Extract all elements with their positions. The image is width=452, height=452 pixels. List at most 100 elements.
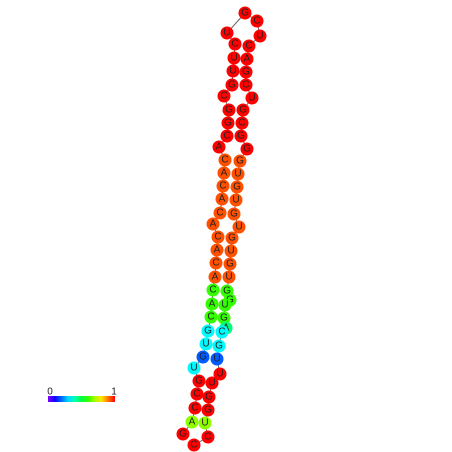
nucleotide: [225, 231, 239, 245]
nucleotide-label: G: [215, 341, 223, 352]
nucleotide-label: C: [253, 16, 260, 27]
nucleotide-label: C: [191, 403, 198, 414]
nucleotide: [224, 244, 238, 258]
nucleotide: [201, 403, 215, 417]
nucleotide: [188, 401, 202, 415]
nucleotide: [227, 51, 241, 65]
nucleotide: [204, 310, 218, 324]
nucleotide-label: G: [226, 259, 234, 270]
nucleotide: [210, 352, 224, 366]
nucleotide-label: G: [225, 105, 233, 116]
nucleotide-label: G: [204, 326, 212, 337]
nucleotide-label: C: [204, 432, 211, 443]
nucleotide: [220, 129, 234, 143]
nucleotide: [206, 217, 220, 231]
nucleotide-label: G: [226, 295, 234, 306]
nucleotide-label: U: [221, 300, 228, 311]
nucleotide-label: U: [225, 272, 232, 283]
nucleotide-label: U: [201, 418, 208, 429]
nucleotide: [210, 243, 224, 257]
nucleotide: [236, 103, 250, 117]
nucleotide: [250, 14, 264, 28]
nucleotide-label: U: [232, 195, 239, 206]
nucleotide-label: G: [243, 144, 251, 155]
nucleotide-label: A: [214, 245, 221, 256]
nucleotide-label: G: [205, 392, 213, 403]
nucleotide: [242, 39, 256, 53]
nucleotide: [192, 374, 206, 388]
nucleotide: [211, 230, 225, 244]
nucleotide: [217, 89, 231, 103]
nucleotide-label: G: [179, 429, 187, 440]
nucleotides: GACCGUGUGCACACACACACACACGGCGUUCUGCUCAGCU…: [176, 6, 267, 452]
nucleotide-label: G: [239, 105, 247, 116]
nucleotide-label: U: [202, 339, 209, 350]
nucleotide-label: C: [207, 312, 214, 323]
nucleotide: [216, 179, 230, 193]
nucleotide-label: A: [209, 299, 216, 310]
nucleotide-label: G: [224, 118, 232, 129]
nucleotide-label: A: [210, 219, 217, 230]
nucleotide-label: G: [230, 209, 238, 220]
nucleotide-label: C: [212, 258, 219, 269]
nucleotide-label: C: [238, 118, 245, 129]
nucleotide-label: C: [242, 80, 249, 91]
nucleotide-label: A: [244, 54, 251, 65]
nucleotide-label: U: [235, 222, 242, 233]
colorbar-min: 0: [47, 387, 53, 398]
nucleotide-label: G: [204, 405, 212, 416]
nucleotide-label: C: [223, 131, 230, 142]
nucleotide-label: G: [228, 80, 236, 91]
nucleotide: [198, 416, 212, 430]
nucleotide: [227, 207, 241, 221]
nucleotide: [185, 415, 199, 429]
nucleotide: [205, 297, 219, 311]
nucleotide: [217, 311, 231, 325]
nucleotide-label: U: [208, 378, 215, 389]
nucleotide: [229, 193, 243, 207]
nucleotide-label: U: [190, 363, 197, 374]
nucleotide: [245, 91, 259, 105]
nucleotide: [228, 37, 242, 51]
nucleotide: [235, 116, 249, 130]
colorbar-max: 1: [111, 387, 117, 398]
nucleotide: [212, 339, 226, 353]
nucleotide-label: G: [228, 233, 236, 244]
nucleotide: [215, 192, 229, 206]
nucleotide: [218, 153, 232, 167]
nucleotide-label: C: [219, 181, 226, 192]
nucleotide-label: G: [237, 131, 245, 142]
nucleotide: [205, 376, 219, 390]
nucleotide: [199, 337, 213, 351]
nucleotide: [206, 283, 220, 297]
nucleotide: [240, 142, 254, 156]
nucleotide-label: G: [223, 286, 231, 297]
nucleotide-label: G: [242, 67, 250, 78]
nucleotide: [239, 65, 253, 79]
nucleotide-label: C: [220, 91, 227, 102]
nucleotide: [217, 166, 231, 180]
nucleotide-label: C: [216, 208, 223, 219]
nucleotide-label: C: [221, 155, 228, 166]
nucleotide: [225, 78, 239, 92]
colorbar: [48, 396, 115, 402]
nucleotide: [234, 129, 248, 143]
nucleotide: [187, 361, 201, 375]
nucleotide: [221, 116, 235, 130]
nucleotide: [176, 427, 190, 441]
nucleotide: [231, 167, 245, 181]
nucleotide: [253, 29, 267, 43]
nucleotide: [226, 64, 240, 78]
nucleotide-label: G: [233, 182, 241, 193]
nucleotide: [213, 206, 227, 220]
nucleotide-label: U: [256, 31, 263, 42]
nucleotide-label: U: [229, 66, 236, 77]
nucleotide-label: U: [230, 53, 237, 64]
nucleotide: [240, 52, 254, 66]
nucleotide: [215, 325, 229, 339]
nucleotide-label: C: [218, 327, 225, 338]
nucleotide-label: A: [216, 142, 223, 153]
nucleotide-label: G: [199, 352, 207, 363]
nucleotide-label: U: [216, 369, 223, 380]
